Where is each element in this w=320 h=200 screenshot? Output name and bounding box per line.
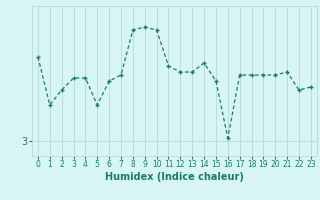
X-axis label: Humidex (Indice chaleur): Humidex (Indice chaleur) xyxy=(105,172,244,182)
